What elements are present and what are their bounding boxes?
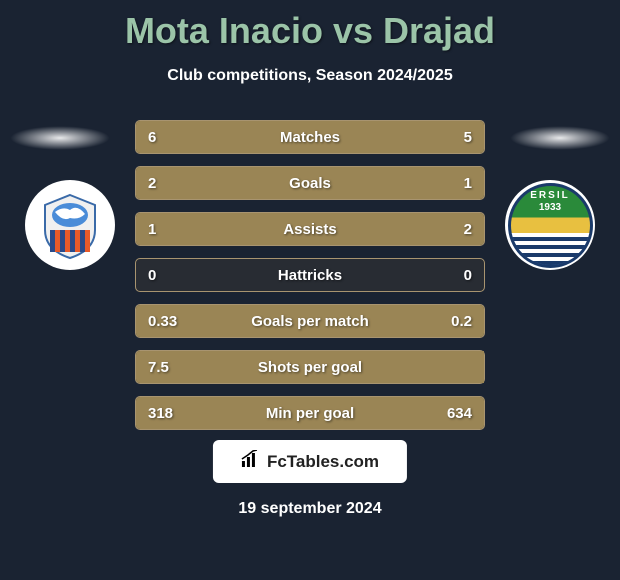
team-logo-right: ERSIL 1933 [505, 180, 595, 270]
stat-label: Matches [136, 129, 484, 146]
team-logo-left [25, 180, 115, 270]
comparison-title: Mota Inacio vs Drajad [0, 0, 620, 52]
team-crest-left [35, 190, 105, 260]
stat-row: 0.33Goals per match0.2 [135, 304, 485, 338]
team-badge-name: ERSIL [511, 190, 590, 201]
date-text: 19 september 2024 [238, 500, 381, 518]
logo-shadow-right [510, 126, 610, 150]
stat-value-right: 634 [447, 405, 472, 422]
stat-label: Shots per goal [136, 359, 484, 376]
stat-label: Min per goal [136, 405, 484, 422]
stat-row: 1Assists2 [135, 212, 485, 246]
footer-badge[interactable]: FcTables.com [213, 440, 407, 483]
stat-row: 6Matches5 [135, 120, 485, 154]
stat-label: Goals per match [136, 313, 484, 330]
stat-value-right: 1 [464, 175, 472, 192]
stat-value-right: 5 [464, 129, 472, 146]
stat-label: Goals [136, 175, 484, 192]
team-badge-year: 1933 [511, 202, 590, 213]
stat-row: 7.5Shots per goal [135, 350, 485, 384]
stat-row: 318Min per goal634 [135, 396, 485, 430]
footer-brand-text: FcTables.com [267, 452, 379, 472]
team-badge-stripes [511, 233, 590, 265]
stats-container: 6Matches52Goals11Assists20Hattricks00.33… [135, 120, 485, 442]
chart-icon [241, 450, 261, 473]
logo-shadow-left [10, 126, 110, 150]
stat-value-right: 0 [464, 267, 472, 284]
stat-row: 2Goals1 [135, 166, 485, 200]
stat-row: 0Hattricks0 [135, 258, 485, 292]
stat-value-right: 0.2 [451, 313, 472, 330]
subtitle: Club competitions, Season 2024/2025 [0, 67, 620, 85]
team-crest-right: ERSIL 1933 [508, 183, 593, 268]
stat-label: Hattricks [136, 267, 484, 284]
stat-value-right: 2 [464, 221, 472, 238]
stat-label: Assists [136, 221, 484, 238]
